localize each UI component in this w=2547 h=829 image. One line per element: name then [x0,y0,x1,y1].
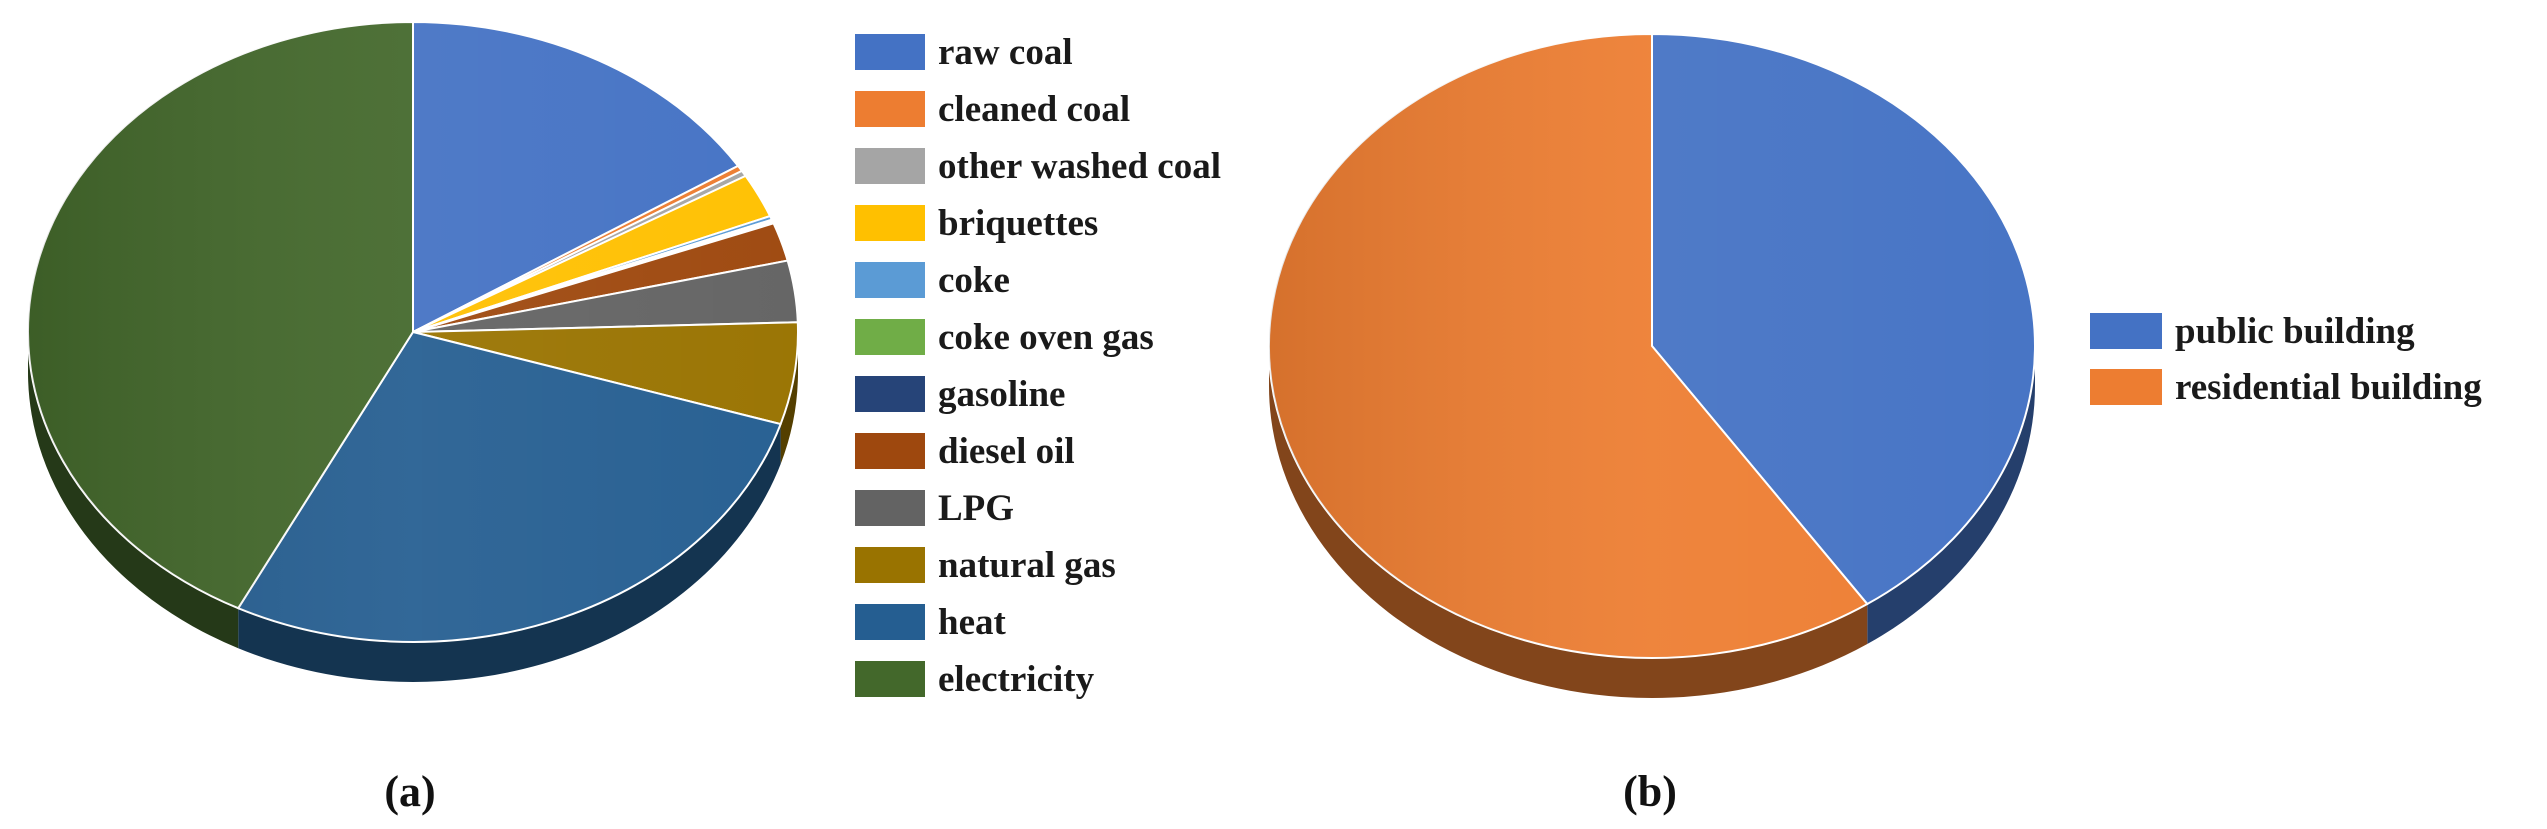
legend-item-natural-gas: natural gas [855,545,1116,586]
legend-item-coke-oven-gas: coke oven gas [855,317,1154,358]
legend-swatch [855,604,925,640]
legend-item-briquettes: briquettes [855,203,1098,244]
legend-label: raw coal [938,32,1073,73]
legend-b: public building residential building [2090,311,2482,408]
legend-a: raw coal cleaned coal other washed coal bri… [855,32,1221,700]
legend-item-coke: coke [855,260,1010,301]
legend-swatch [855,91,925,127]
pie-side-residential-building [1268,346,1868,699]
legend-item-raw-coal: raw coal [855,32,1073,73]
legend-item-heat: heat [855,602,1007,643]
legend-swatch [855,376,925,412]
legend-swatch [855,148,925,184]
pie-side-public-building [1867,346,2035,645]
legend-item-public-building: public building [2090,311,2415,352]
pie-a-slices [27,21,799,643]
legend-label: briquettes [938,203,1098,244]
legend-swatch [855,205,925,241]
legend-item-diesel-oil: diesel oil [855,431,1075,472]
legend-swatch [855,433,925,469]
legend-swatch [2090,369,2162,405]
legend-item-lpg: LPG [855,488,1014,529]
legend-label: LPG [938,488,1014,529]
legend-item-gasoline: gasoline [855,374,1065,415]
pie-b-slices [1268,33,2037,659]
legend-label: residential building [2175,367,2482,408]
legend-swatch [855,490,925,526]
pie-side-electricity [28,332,239,649]
legend-swatch [855,34,925,70]
panel-label-b: (b) [1623,767,1677,816]
legend-label: natural gas [938,545,1116,586]
legend-label: heat [938,602,1007,643]
legend-label: gasoline [938,374,1065,415]
legend-label: cleaned coal [938,89,1130,130]
legend-item-residential-building: residential building [2090,367,2482,408]
pie-b-depth [1268,346,2035,699]
legend-label: electricity [938,659,1095,700]
legend-item-cleaned-coal: cleaned coal [855,89,1130,130]
pie-chart-a: raw coal cleaned coal other washed coal bri… [27,21,1221,816]
panel-label-a: (a) [384,767,435,816]
legend-swatch [855,319,925,355]
legend-label: public building [2175,311,2415,352]
legend-swatch [2090,313,2162,349]
legend-swatch [855,661,925,697]
legend-label: coke [938,260,1010,301]
legend-label: diesel oil [938,431,1075,472]
pie-gloss [1269,34,2035,658]
legend-item-other-washed-coal: other washed coal [855,146,1221,187]
legend-label: coke oven gas [938,317,1154,358]
legend-item-electricity: electricity [855,659,1095,700]
pie-gloss [28,22,798,642]
pie-chart-b: public building residential building (b) [1268,33,2482,816]
legend-swatch [855,547,925,583]
pie-side-heat [238,424,781,682]
legend-label: other washed coal [938,146,1221,187]
legend-swatch [855,262,925,298]
